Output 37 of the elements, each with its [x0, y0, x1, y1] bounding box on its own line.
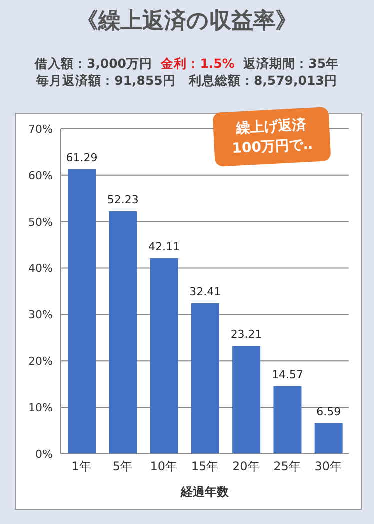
x-tick-label: 15年: [191, 460, 219, 474]
text: 金利：1.5%: [161, 56, 235, 71]
x-tick-label: 1年: [72, 460, 92, 474]
text: 返済期間：35年: [244, 56, 340, 71]
y-tick-label: 30%: [28, 308, 53, 322]
bar: [274, 386, 302, 454]
x-tick-label: 20年: [232, 460, 260, 474]
bar: [150, 258, 178, 454]
x-tick-label: 30年: [314, 460, 342, 474]
data-label: 14.57: [272, 368, 304, 382]
y-tick-label: 70%: [28, 122, 53, 136]
bar: [109, 212, 138, 454]
bar: [314, 423, 343, 454]
x-tick-label: 5年: [112, 460, 133, 474]
bar: [68, 169, 96, 454]
callout-box: 繰上げ返済 100万円で‥: [212, 107, 332, 167]
y-tick-label: 10%: [28, 401, 53, 414]
y-tick-label: 60%: [28, 169, 53, 182]
bar: [191, 304, 220, 454]
y-tick-label: 20%: [28, 355, 53, 368]
data-label: 42.11: [148, 240, 180, 254]
data-label: 6.59: [316, 405, 342, 418]
x-tick-label: 25年: [274, 460, 301, 474]
data-label: 61.29: [66, 151, 98, 164]
y-tick-label: 40%: [28, 262, 53, 276]
y-tick-label: 0%: [36, 448, 53, 461]
data-label: 52.23: [107, 194, 139, 207]
data-label: 32.41: [190, 286, 222, 299]
chart-title: 《繰上返済の収益率》: [76, 8, 298, 36]
y-tick-label: 50%: [28, 216, 53, 229]
data-label: 23.21: [230, 328, 262, 342]
text: 毎月返済額：91,855円: [36, 73, 176, 88]
bar: [232, 346, 261, 454]
x-tick-label: 10年: [150, 460, 178, 474]
text: 借入額：3,000万円: [34, 56, 153, 71]
text: 利息総額：8,579,013円: [188, 73, 338, 88]
x-axis-title: 経過年数: [180, 485, 230, 499]
